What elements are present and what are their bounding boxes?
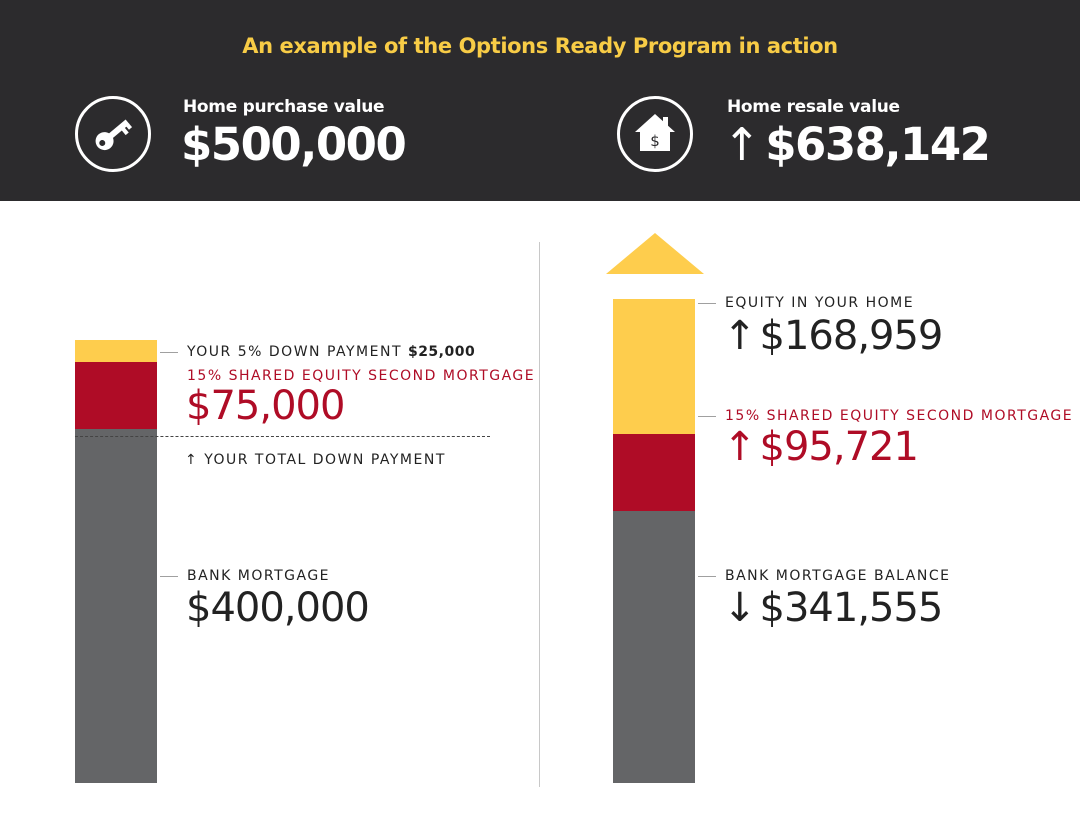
- bar-segment-bank-balance: [613, 510, 695, 783]
- bank-balance-value: $341,555: [759, 585, 944, 631]
- left-shared-label: 15% SHARED EQUITY SECOND MORTGAGE: [187, 368, 536, 384]
- bar-arrow-head: [606, 233, 704, 274]
- leader-line: [160, 352, 178, 353]
- bank-mortgage-value: $400,000: [186, 585, 370, 631]
- down-arrow-icon: ↓: [723, 585, 757, 631]
- left-shared-value: $75,000: [186, 383, 345, 429]
- bar-segment-equity: [613, 299, 695, 435]
- leader-line: [160, 576, 178, 577]
- total-down-payment-line: [75, 436, 490, 437]
- down-payment-label: YOUR 5% DOWN PAYMENT $25,000: [187, 344, 475, 360]
- key-icon: [75, 96, 151, 172]
- bar-segment-down-payment: [75, 340, 157, 363]
- resale-value-line: ↑ $638,142: [723, 118, 991, 171]
- center-divider: [539, 242, 540, 787]
- bar-segment-bank-mortgage: [75, 428, 157, 783]
- svg-text:$: $: [650, 132, 660, 150]
- equity-label: EQUITY IN YOUR HOME: [725, 295, 915, 311]
- up-arrow-icon: ↑: [723, 424, 757, 470]
- right-shared-value-line: ↑ $95,721: [723, 424, 919, 470]
- equity-value: $168,959: [759, 313, 944, 359]
- house-dollar-icon: $: [617, 96, 693, 172]
- bank-mortgage-label: BANK MORTGAGE: [187, 568, 331, 584]
- right-shared-value: $95,721: [759, 424, 919, 470]
- total-down-payment-text: YOUR TOTAL DOWN PAYMENT: [204, 452, 446, 468]
- leader-line: [698, 416, 716, 417]
- purchase-label: Home purchase value: [183, 97, 385, 117]
- total-down-payment-label: ↑ YOUR TOTAL DOWN PAYMENT: [185, 452, 446, 468]
- resale-label: Home resale value: [727, 97, 900, 117]
- bank-balance-value-line: ↓ $341,555: [723, 585, 944, 631]
- leader-line: [698, 303, 716, 304]
- right-shared-label: 15% SHARED EQUITY SECOND MORTGAGE: [725, 408, 1074, 424]
- page-title: An example of the Options Ready Program …: [242, 34, 838, 58]
- bar-segment-shared-equity: [75, 362, 157, 429]
- up-arrow-icon: ↑: [723, 313, 757, 359]
- purchase-value: $500,000: [181, 118, 407, 171]
- up-arrow-icon: ↑: [185, 452, 199, 468]
- equity-value-line: ↑ $168,959: [723, 313, 944, 359]
- resale-value: $638,142: [765, 118, 991, 171]
- leader-line: [698, 576, 716, 577]
- bank-balance-label: BANK MORTGAGE BALANCE: [725, 568, 951, 584]
- bar-segment-shared-equity: [613, 434, 695, 511]
- header-band: An example of the Options Ready Program …: [0, 0, 1080, 201]
- down-payment-value: $25,000: [407, 344, 476, 360]
- up-arrow-icon: ↑: [723, 118, 761, 171]
- down-payment-label-text: YOUR 5% DOWN PAYMENT: [187, 344, 402, 360]
